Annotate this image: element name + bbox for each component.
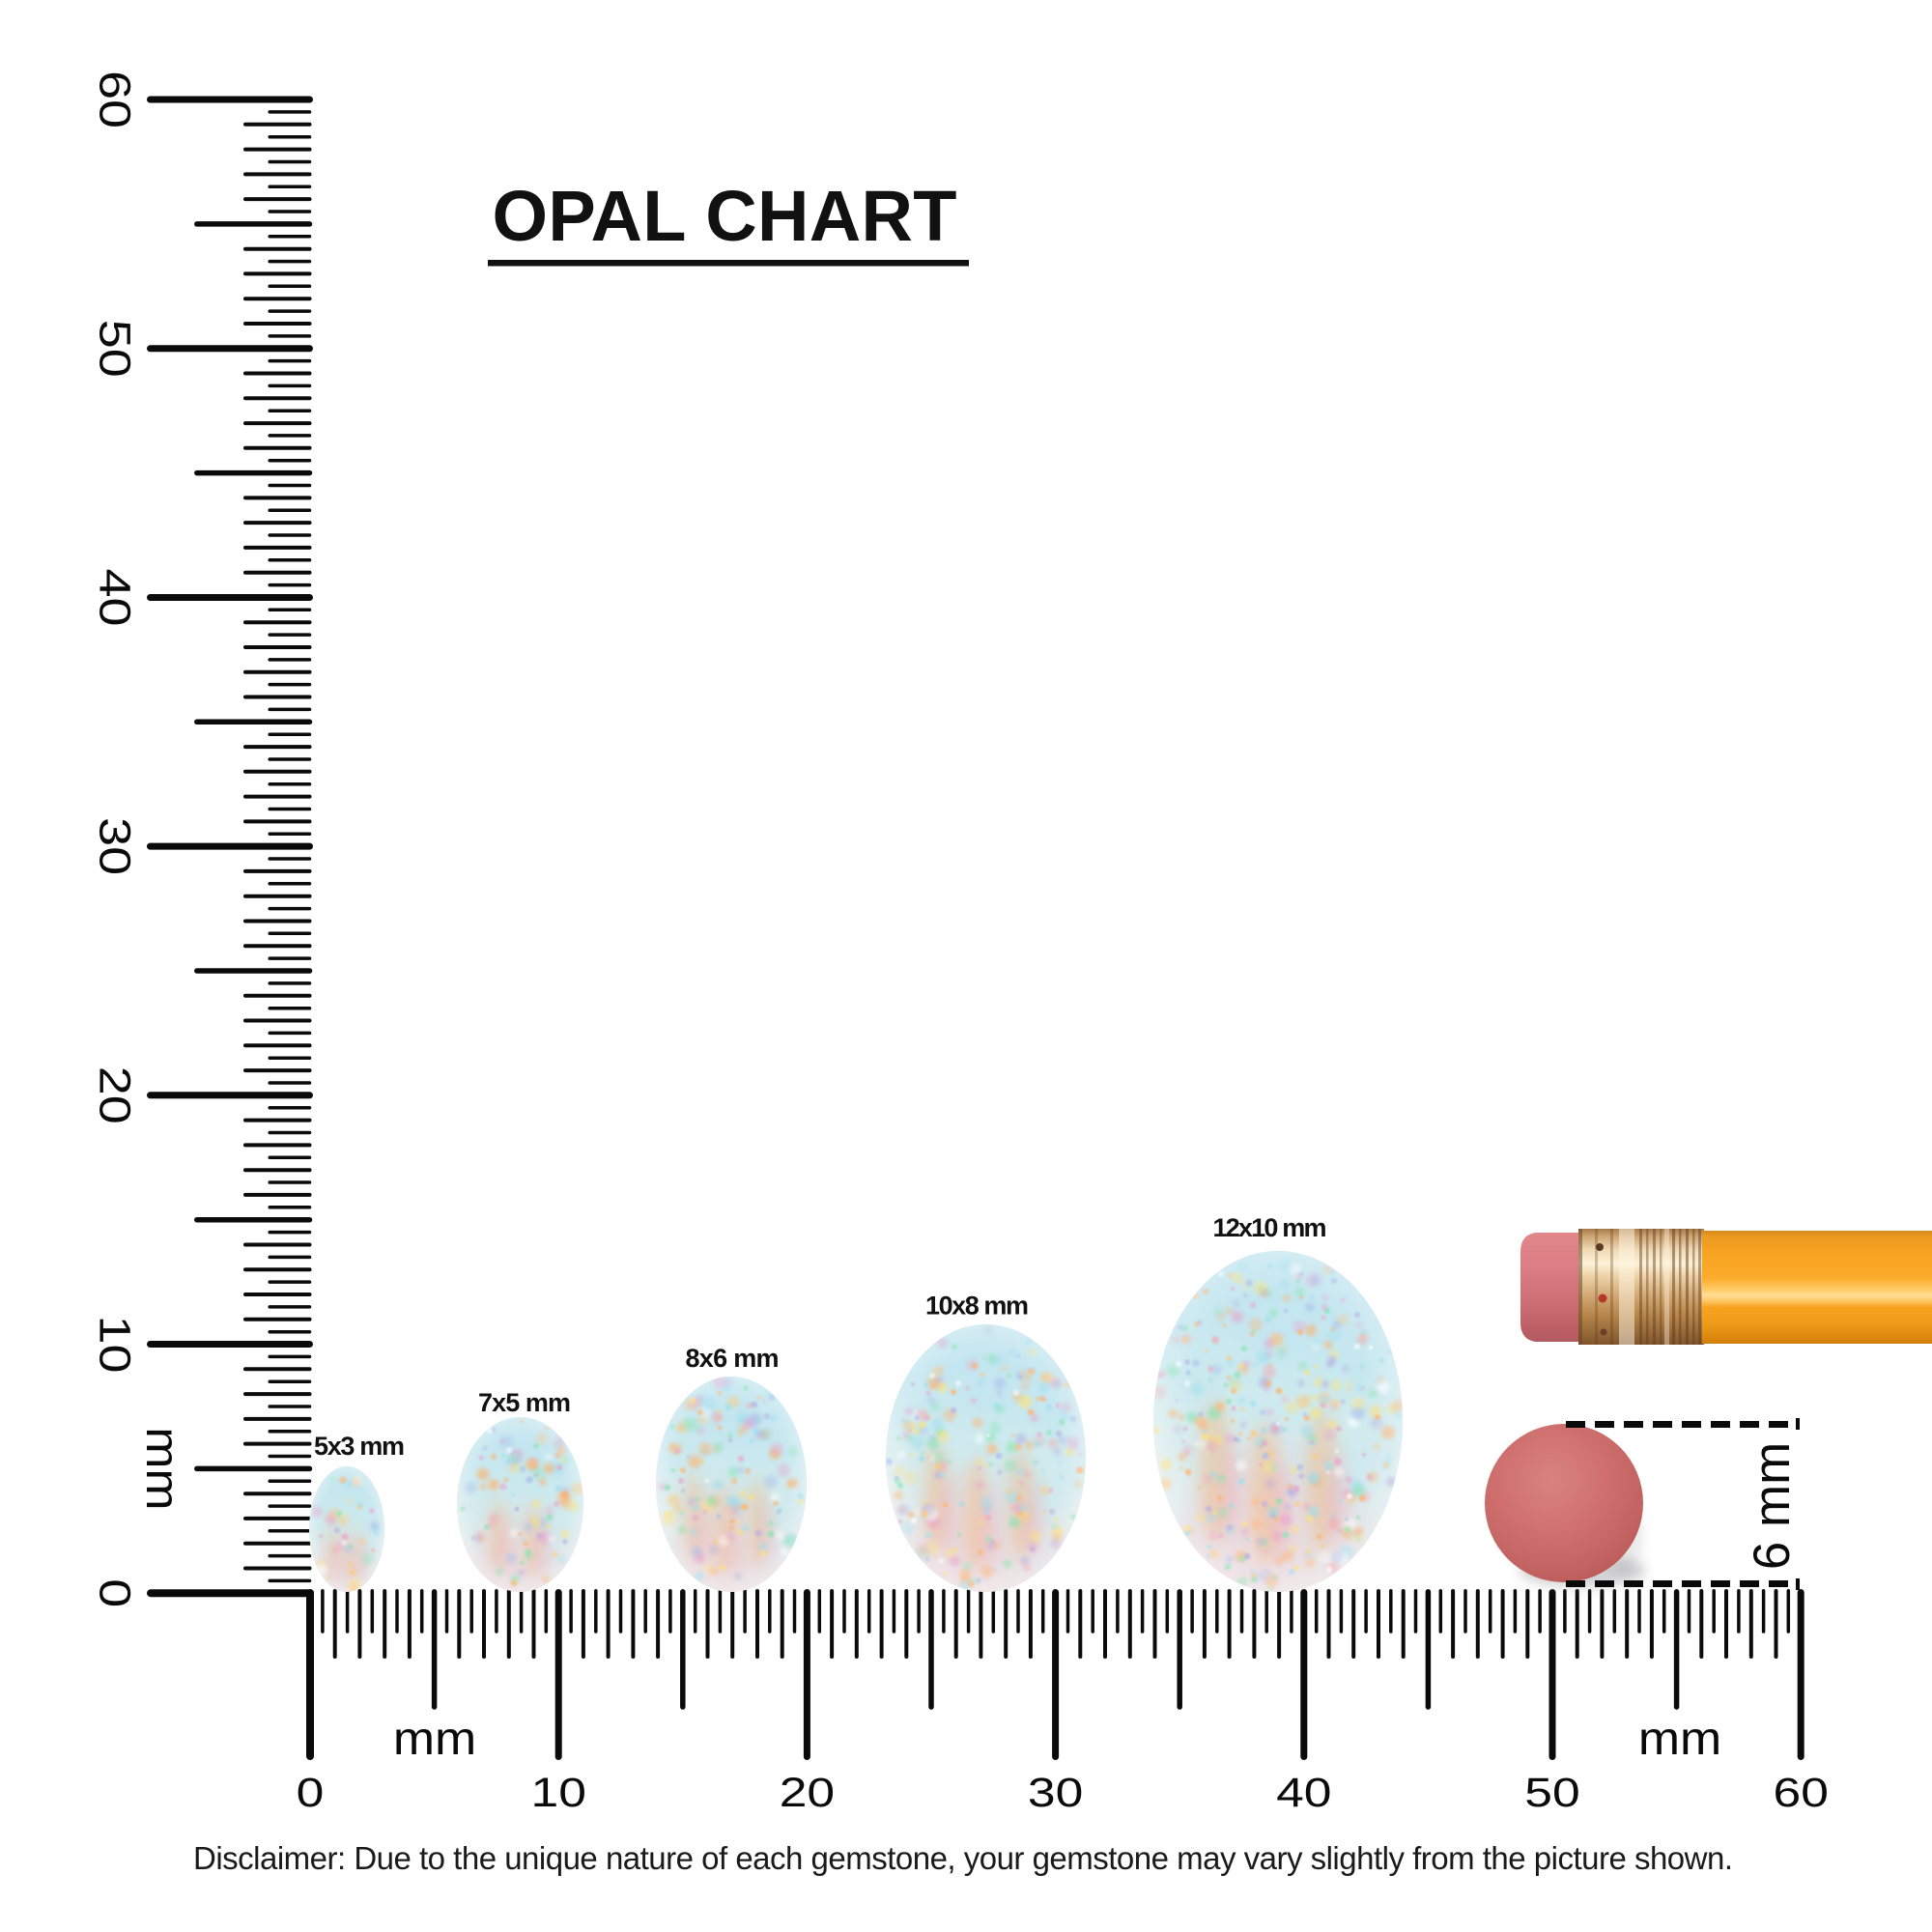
svg-text:8x6 mm: 8x6 mm [686,1344,780,1373]
svg-text:OPAL CHART: OPAL CHART [493,176,957,256]
svg-text:40: 40 [1276,1770,1331,1816]
svg-text:40: 40 [91,568,140,626]
svg-text:10: 10 [91,1315,140,1373]
svg-text:10x8 mm: 10x8 mm [925,1292,1029,1321]
svg-text:30: 30 [91,817,140,875]
svg-text:20: 20 [780,1770,835,1816]
svg-text:6 mm: 6 mm [1744,1442,1801,1571]
svg-text:0: 0 [91,1578,140,1607]
svg-text:mm: mm [136,1427,188,1510]
svg-text:20: 20 [91,1066,140,1124]
svg-text:7x5 mm: 7x5 mm [478,1388,571,1417]
svg-text:mm: mm [393,1713,476,1765]
svg-text:60: 60 [91,71,140,128]
svg-text:60: 60 [1774,1770,1829,1816]
svg-text:Disclaimer: Due to the unique: Disclaimer: Due to the unique nature of … [193,1840,1733,1876]
svg-text:12x10 mm: 12x10 mm [1213,1213,1327,1242]
svg-text:0: 0 [297,1770,325,1816]
svg-text:10: 10 [531,1770,586,1816]
svg-text:50: 50 [1524,1770,1579,1816]
svg-text:30: 30 [1028,1770,1083,1816]
svg-text:mm: mm [1638,1713,1721,1765]
svg-text:5x3 mm: 5x3 mm [314,1432,405,1461]
svg-text:50: 50 [91,320,140,378]
